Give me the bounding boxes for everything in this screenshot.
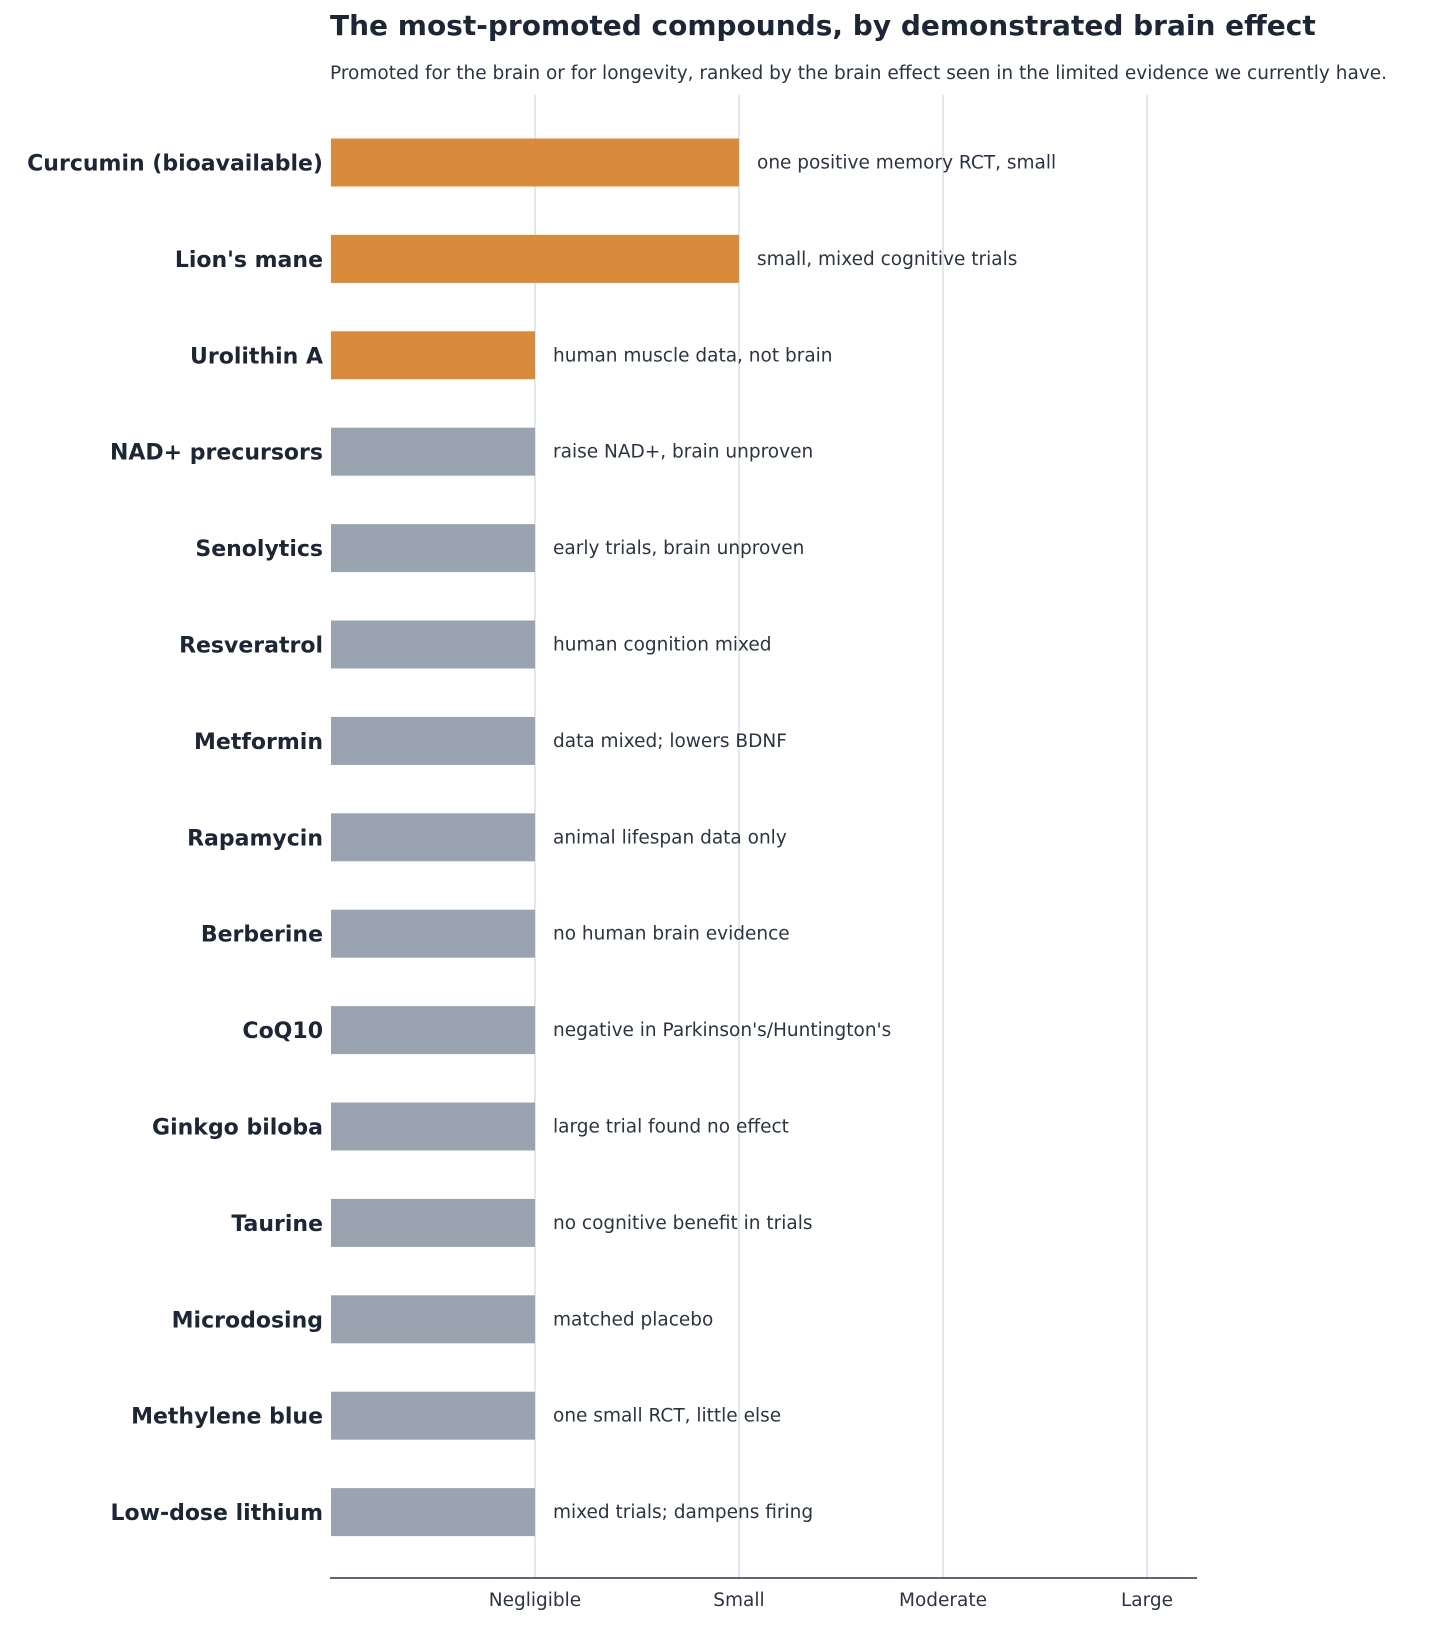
bar <box>331 1102 535 1151</box>
category-labels: Curcumin (bioavailable) Lion's mane Urolit… <box>27 152 323 1527</box>
bar <box>331 1295 535 1344</box>
x-tick-label: Moderate <box>899 1590 987 1611</box>
category-label: Methylene blue <box>131 1405 323 1430</box>
category-label: Berberine <box>201 923 323 948</box>
bar-annotation: human cognition mixed <box>553 635 772 656</box>
x-tick-label: Large <box>1121 1590 1173 1611</box>
bar-annotation: small, mixed cognitive trials <box>757 249 1017 270</box>
bar-annotation: human muscle data, not brain <box>553 345 833 366</box>
bar <box>331 1391 535 1440</box>
bar-annotation: data mixed; lowers BDNF <box>553 731 787 752</box>
chart-title: The most-promoted compounds, by demonstr… <box>330 9 1316 42</box>
bar-annotation: early trials, brain unproven <box>553 538 804 559</box>
bar-annotation: one small RCT, little else <box>553 1406 781 1427</box>
bar <box>331 524 535 573</box>
bar-annotation: matched placebo <box>553 1309 713 1330</box>
bar <box>331 427 535 476</box>
category-label: NAD+ precursors <box>110 441 323 466</box>
category-label: Microdosing <box>172 1308 323 1333</box>
bar <box>331 620 535 669</box>
category-label: Resveratrol <box>179 634 323 659</box>
bar-annotation: no human brain evidence <box>553 924 790 945</box>
bar <box>331 909 535 958</box>
bar <box>331 1488 535 1537</box>
category-label: Ginkgo biloba <box>152 1116 323 1141</box>
bars <box>331 138 739 1537</box>
bar-annotation: mixed trials; dampens firing <box>553 1502 813 1523</box>
category-label: Rapamycin <box>187 826 323 851</box>
category-label: CoQ10 <box>242 1019 323 1044</box>
category-label: Lion's mane <box>175 248 323 273</box>
bar-annotation: negative in Parkinson's/Huntington's <box>553 1020 891 1041</box>
x-tick-label: Negligible <box>489 1590 581 1611</box>
bar-annotation: large trial found no effect <box>553 1117 789 1138</box>
bar-annotation: raise NAD+, brain unproven <box>553 442 813 463</box>
category-label: Curcumin (bioavailable) <box>27 152 323 177</box>
category-label: Low-dose lithium <box>110 1501 323 1526</box>
bar <box>331 813 535 862</box>
category-label: Metformin <box>194 730 323 755</box>
bar <box>331 138 739 187</box>
annotations: one positive memory RCT, small small, mix… <box>553 153 1056 1524</box>
bar-annotation: no cognitive benefit in trials <box>553 1213 813 1234</box>
category-label: Urolithin A <box>190 344 323 369</box>
x-tick-label: Small <box>713 1590 764 1611</box>
bar-annotation: one positive memory RCT, small <box>757 153 1056 174</box>
chart-subtitle: Promoted for the brain or for longevity,… <box>330 63 1387 84</box>
x-axis: Negligible Small Moderate Large <box>330 1577 1197 1611</box>
category-label: Taurine <box>231 1212 323 1237</box>
bar-annotation: animal lifespan data only <box>553 827 787 848</box>
bar <box>331 1198 535 1247</box>
bar <box>331 716 535 765</box>
bar <box>331 331 535 380</box>
category-label: Senolytics <box>195 537 323 562</box>
bar <box>331 1006 535 1055</box>
bar <box>331 234 739 283</box>
